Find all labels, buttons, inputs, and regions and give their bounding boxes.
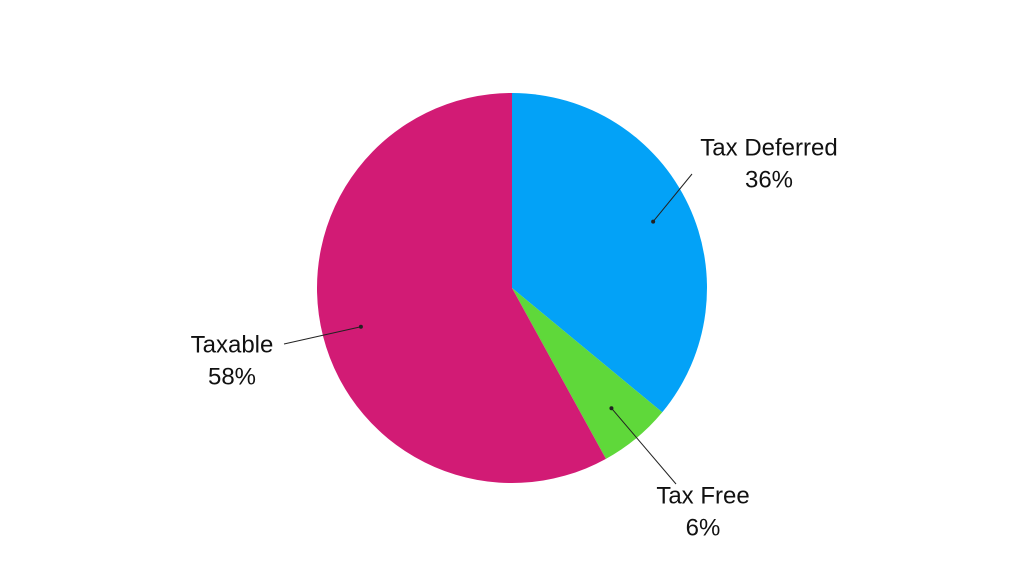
- slice-value-label: 58%: [208, 363, 256, 390]
- pie-slice: [316, 93, 606, 483]
- leader-line: [652, 173, 693, 222]
- leader-dot: [358, 324, 363, 329]
- leader-dot: [651, 219, 656, 224]
- slice-label: Tax Deferred: [700, 134, 837, 161]
- slice-label: Tax Free: [656, 482, 749, 509]
- pie-slice: [512, 288, 663, 459]
- pie-slice: [512, 93, 707, 413]
- leader-dot: [609, 406, 614, 411]
- slice-value-label: 6%: [686, 514, 721, 541]
- leader-line: [283, 326, 362, 345]
- slice-label: Taxable: [191, 331, 274, 358]
- slice-value-label: 36%: [745, 166, 793, 193]
- leader-line: [611, 407, 677, 485]
